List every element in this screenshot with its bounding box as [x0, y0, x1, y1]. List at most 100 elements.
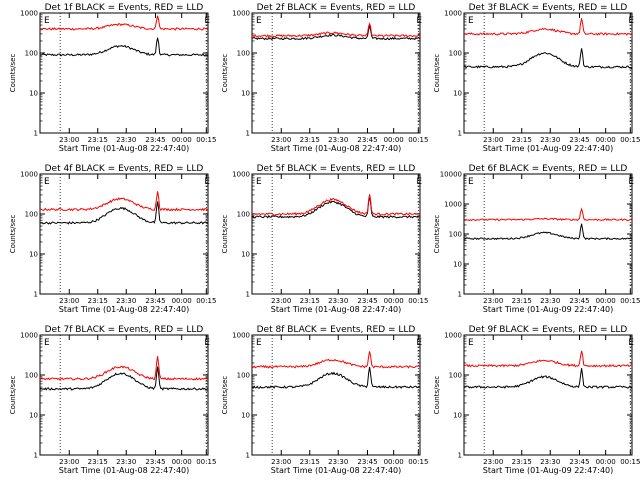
panel-title: Det 4f BLACK = Events, RED = LLD	[45, 164, 204, 174]
events-series-line	[39, 37, 209, 57]
y-tick-label: 10000	[440, 171, 462, 179]
x-tick-label: 00:15	[620, 458, 640, 466]
x-tick-label: 23:30	[328, 136, 348, 144]
x-tick-label: 23:15	[300, 297, 320, 305]
events-series-line	[251, 195, 421, 219]
x-tick-label: 23:15	[88, 136, 108, 144]
event-marker-label: E	[416, 16, 422, 26]
x-axis-label: Start Time (01-Aug-08 22:47:40)	[59, 305, 190, 314]
y-tick-label: 100	[449, 372, 462, 380]
x-tick-label: 23:30	[540, 297, 560, 305]
x-tick-label: 23:00	[271, 458, 291, 466]
y-axis-label: Counts/sec	[221, 376, 229, 415]
events-series-line	[463, 368, 633, 389]
lld-series-line	[40, 15, 209, 31]
event-marker-label: E	[256, 177, 262, 187]
event-marker-label: E	[468, 338, 474, 348]
y-tick-label: 10	[453, 261, 462, 269]
x-tick-label: 00:00	[172, 136, 192, 144]
x-tick-label: 23:30	[116, 458, 136, 466]
x-axis-label: Start Time (01-Aug-08 22:47:40)	[59, 144, 190, 153]
y-tick-label: 100	[25, 372, 38, 380]
y-tick-label: 1000	[20, 332, 38, 340]
event-marker-label: E	[416, 338, 422, 348]
event-marker-label: E	[256, 338, 262, 348]
x-tick-label: 23:45	[145, 458, 165, 466]
plot-frame	[463, 173, 633, 295]
x-tick-label: 23:45	[569, 458, 589, 466]
plot-frame	[251, 12, 421, 134]
panel-5: Det 5f BLACK = Events, RED = LLD 1 10 100 10…	[221, 164, 428, 314]
x-tick-label: 23:15	[88, 458, 108, 466]
x-tick-label: 23:45	[357, 458, 377, 466]
plot-frame	[251, 334, 421, 456]
y-tick-label: 10	[453, 412, 462, 420]
x-axis-label: Start Time (01-Aug-08 22:47:40)	[271, 466, 402, 475]
events-series-line	[251, 25, 421, 41]
x-axis-label: Start Time (01-Aug-09 22:47:40)	[483, 466, 614, 475]
x-tick-label: 00:00	[384, 136, 404, 144]
x-tick-label: 00:15	[196, 297, 216, 305]
y-tick-label: 1	[458, 452, 462, 460]
x-tick-label: 00:00	[384, 297, 404, 305]
x-tick-label: 23:00	[59, 297, 79, 305]
x-tick-label: 00:00	[384, 458, 404, 466]
x-tick-label: 23:45	[357, 297, 377, 305]
panel-title: Det 6f BLACK = Events, RED = LLD	[469, 164, 628, 174]
y-axis-label: Counts/sec	[9, 376, 17, 415]
y-tick-label: 1000	[444, 10, 462, 18]
x-tick-label: 23:30	[116, 136, 136, 144]
y-tick-label: 100	[237, 211, 250, 219]
y-axis-label: Counts/sec	[433, 54, 441, 93]
event-marker-label: E	[628, 338, 634, 348]
y-tick-label: 10	[453, 90, 462, 98]
x-tick-label: 23:45	[145, 297, 165, 305]
x-axis-label: Start Time (01-Aug-08 22:47:40)	[59, 466, 190, 475]
x-tick-label: 23:45	[357, 136, 377, 144]
y-tick-label: 1	[34, 452, 38, 460]
y-tick-label: 1	[458, 291, 462, 299]
lld-series-line	[463, 18, 633, 36]
x-tick-label: 23:30	[328, 458, 348, 466]
event-marker-label: E	[416, 177, 422, 187]
y-tick-label: 10	[29, 412, 38, 420]
x-tick-label: 23:00	[483, 458, 503, 466]
panel-title: Det 9f BLACK = Events, RED = LLD	[469, 325, 628, 335]
x-tick-label: 23:15	[512, 458, 532, 466]
x-tick-label: 23:15	[512, 297, 532, 305]
y-tick-label: 1000	[20, 171, 38, 179]
y-axis-label: Counts/sec	[9, 54, 17, 93]
y-tick-label: 1	[246, 452, 250, 460]
x-axis-label: Start Time (01-Aug-08 22:47:40)	[271, 305, 402, 314]
x-tick-label: 00:15	[408, 297, 428, 305]
events-series-line	[463, 48, 633, 69]
x-tick-label: 23:30	[328, 297, 348, 305]
x-tick-label: 23:00	[59, 136, 79, 144]
panel-title: Det 5f BLACK = Events, RED = LLD	[257, 164, 416, 174]
event-marker-label: E	[204, 16, 210, 26]
lld-series-line	[463, 207, 633, 222]
y-tick-label: 1000	[232, 332, 250, 340]
plot-frame	[463, 12, 633, 134]
lld-series-line	[251, 351, 421, 369]
y-tick-label: 100	[449, 50, 462, 58]
lld-series-line	[463, 350, 633, 368]
y-tick-label: 1000	[232, 171, 250, 179]
x-tick-label: 23:00	[59, 458, 79, 466]
y-tick-label: 1	[34, 291, 38, 299]
panel-8: Det 8f BLACK = Events, RED = LLD 1 10 100 10…	[221, 325, 428, 475]
x-tick-label: 23:00	[271, 297, 291, 305]
x-tick-label: 00:15	[620, 297, 640, 305]
y-tick-label: 10	[241, 251, 250, 259]
x-tick-label: 00:00	[596, 136, 616, 144]
y-tick-label: 100	[25, 50, 38, 58]
panel-9: Det 9f BLACK = Events, RED = LLD 1 10 100 10…	[433, 325, 640, 475]
lld-series-line	[39, 191, 209, 212]
x-tick-label: 23:15	[88, 297, 108, 305]
panel-2: Det 2f BLACK = Events, RED = LLD 1 10 100 10…	[221, 3, 428, 153]
y-axis-label: Counts/sec	[433, 376, 441, 415]
y-tick-label: 100	[237, 372, 250, 380]
lld-series-line	[39, 356, 209, 381]
plot-frame	[463, 334, 633, 456]
x-tick-label: 23:15	[300, 458, 320, 466]
